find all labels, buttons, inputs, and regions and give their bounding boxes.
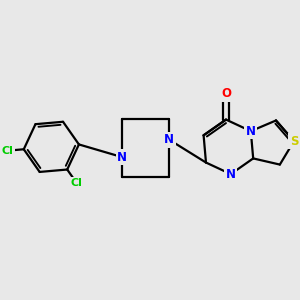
Text: N: N [164,133,174,146]
Text: N: N [226,168,236,181]
Text: S: S [290,135,298,148]
Text: N: N [246,125,256,138]
Text: Cl: Cl [2,146,14,156]
Text: Cl: Cl [71,178,82,188]
Text: N: N [117,151,127,164]
Text: O: O [221,87,231,100]
